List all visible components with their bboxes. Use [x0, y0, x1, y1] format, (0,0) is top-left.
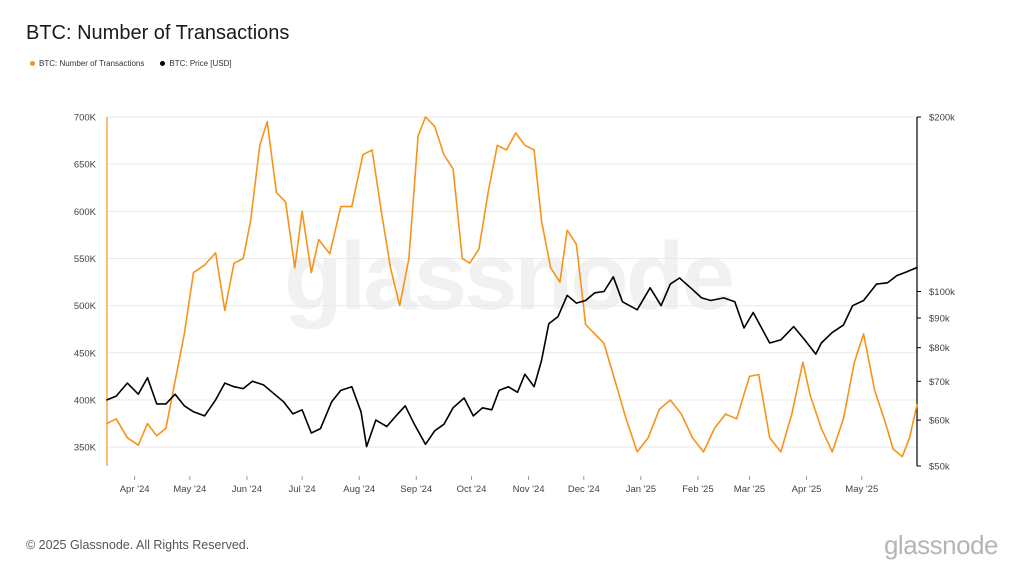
y-left-tick-label: 450K: [74, 348, 97, 359]
y-left-tick-label: 650K: [74, 160, 97, 171]
x-tick-label: Nov '24: [513, 484, 545, 495]
y-left-tick-label: 600K: [74, 207, 97, 218]
chart-series: [106, 116, 918, 458]
legend-swatch-price: [160, 61, 166, 66]
series-line-transactions: [106, 116, 918, 458]
x-tick-label: Feb '25: [682, 484, 713, 495]
legend-item-transactions[interactable]: BTC: Number of Transactions: [30, 59, 144, 68]
legend-swatch-transactions: [30, 61, 35, 66]
x-tick-label: Apr '25: [792, 484, 822, 495]
x-tick-label: Jul '24: [289, 484, 316, 495]
y-left-tick-label: 350K: [74, 443, 97, 454]
x-tick-label: May '24: [173, 484, 206, 495]
y-right-tick-label: $70k: [929, 377, 950, 388]
series-line-price: [106, 266, 918, 448]
x-tick-label: Dec '24: [568, 484, 600, 495]
legend-label-transactions: BTC: Number of Transactions: [39, 59, 145, 68]
x-tick-label: Apr '24: [120, 484, 150, 495]
x-tick-label: Sep '24: [400, 484, 432, 495]
y-right-tick-label: $50k: [929, 462, 950, 473]
y-right-tick-label: $60k: [929, 416, 950, 427]
y-axis-left-ticks: 350K 400K 450K 500K 550K 600K 650K 700K: [74, 113, 97, 454]
legend-label-price: BTC: Price [USD]: [169, 59, 232, 68]
y-right-tick-label: $90k: [929, 314, 950, 325]
x-tick-label: Mar '25: [734, 484, 765, 495]
y-left-tick-label: 550K: [74, 254, 97, 265]
legend-item-price[interactable]: BTC: Price [USD]: [160, 59, 232, 68]
y-left-tick-label: 700K: [74, 113, 97, 124]
x-tick-label: Jan '25: [626, 484, 656, 495]
brand-logo: glassnode: [883, 530, 999, 560]
chart-legend: BTC: Number of Transactions BTC: Price […: [30, 59, 232, 68]
y-axis-right-ticks: $50k $60k $70k $80k $90k $100k $200k: [917, 113, 955, 473]
y-right-tick-label: $80k: [929, 343, 950, 354]
x-tick-label: Jun '24: [232, 484, 262, 495]
x-tick-label: Aug '24: [343, 484, 375, 495]
chart-title: BTC: Number of Transactions: [26, 22, 290, 44]
y-left-tick-label: 500K: [74, 301, 97, 312]
y-left-tick-label: 400K: [74, 395, 97, 406]
x-axis-ticks: Apr '24 May '24 Jun '24 Jul '24 Aug '24 Sep '…: [120, 476, 878, 495]
copyright-text: © 2025 Glassnode. All Rights Reserved.: [26, 538, 250, 552]
x-tick-label: May '25: [845, 484, 878, 495]
y-right-tick-label: $200k: [929, 113, 955, 124]
x-tick-label: Oct '24: [457, 484, 487, 495]
y-right-tick-label: $100k: [929, 287, 955, 298]
